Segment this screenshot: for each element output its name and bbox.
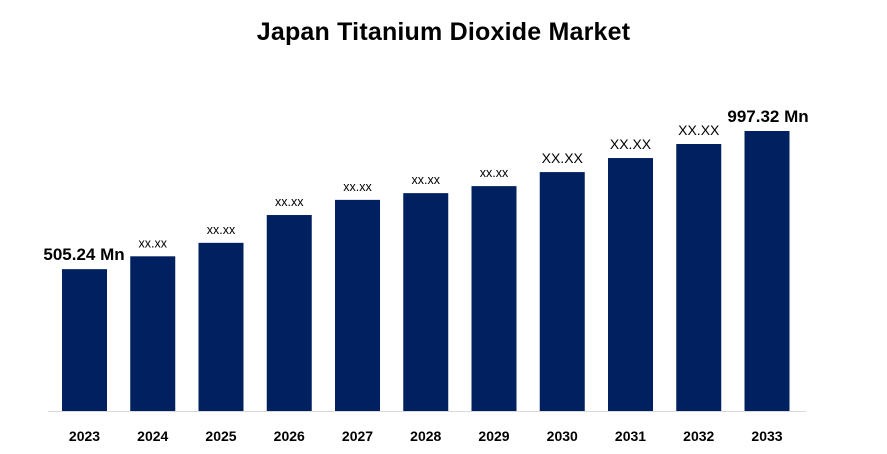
x-tick-label: 2028 (410, 428, 441, 444)
data-label: xx.xx (343, 180, 372, 194)
data-label: 505.24 Mn (43, 245, 124, 264)
bar-2033 (744, 131, 790, 411)
data-label: xx.xx (412, 173, 441, 187)
data-label: xx.xx (275, 195, 304, 209)
x-tick-label: 2023 (69, 428, 100, 444)
data-label: xx.xx (480, 166, 509, 180)
x-tick-label: 2029 (478, 428, 509, 444)
x-tick-label: 2027 (342, 428, 373, 444)
data-label: XX.XX (678, 122, 720, 138)
bar-2031 (608, 158, 653, 411)
x-tick-label: 2024 (137, 428, 168, 444)
data-label: 997.32 Mn (727, 107, 808, 126)
bar-2027 (335, 199, 380, 411)
bar-2024 (130, 256, 176, 411)
bar-2025 (198, 242, 244, 411)
x-tick-label: 2033 (751, 428, 782, 444)
data-label: XX.XX (542, 150, 584, 166)
data-label: XX.XX (610, 136, 652, 152)
bar-2023 (62, 269, 107, 411)
bar-2026 (266, 215, 312, 411)
data-label: xx.xx (207, 223, 236, 237)
bar-2029 (471, 186, 517, 411)
x-tick-label: 2025 (205, 428, 236, 444)
bar-2028 (403, 193, 449, 411)
bar-2032 (676, 144, 722, 411)
x-tick-label: 2031 (615, 428, 646, 444)
chart-title: Japan Titanium Dioxide Market (256, 18, 631, 46)
bar-2030 (539, 172, 585, 411)
data-label: xx.xx (139, 236, 168, 250)
x-tick-label: 2030 (547, 428, 578, 444)
x-tick-label: 2032 (683, 428, 714, 444)
x-tick-label: 2026 (274, 428, 305, 444)
